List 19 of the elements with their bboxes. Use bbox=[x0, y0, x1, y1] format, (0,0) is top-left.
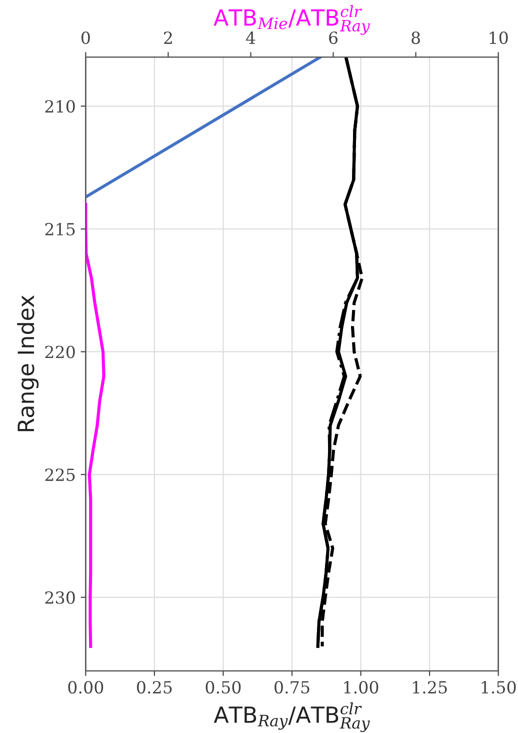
y-tick-label: 220 bbox=[45, 346, 75, 358]
x-tick-label: 1.00 bbox=[344, 681, 378, 694]
y-axis-title: Range Index bbox=[17, 295, 39, 432]
x-tick-label: 1.25 bbox=[413, 681, 447, 694]
x-tick-label: 0.25 bbox=[136, 681, 172, 694]
x-tick-label: 0.75 bbox=[274, 681, 310, 694]
x-tick-label: 0.50 bbox=[206, 681, 241, 694]
x-tick-label: 0.00 bbox=[68, 681, 104, 694]
x2-tick-label: 8 bbox=[412, 31, 420, 44]
y-tick-label: 215 bbox=[45, 222, 75, 236]
y-tick-label: 230 bbox=[45, 591, 75, 604]
x2-tick-label: 0 bbox=[81, 31, 90, 44]
x-tick-label: 1.50 bbox=[482, 681, 516, 694]
y-tick-label: 225 bbox=[45, 468, 75, 482]
x2-tick-label: 10 bbox=[490, 31, 508, 44]
y-tick-label: 210 bbox=[45, 100, 75, 113]
x2-tick-label: 2 bbox=[164, 31, 172, 44]
x2-tick-label: 6 bbox=[329, 31, 338, 44]
x-axis-title: ATB$_{Ray}$/ATB$^{clr}$$_{Ray}$ bbox=[214, 702, 370, 732]
